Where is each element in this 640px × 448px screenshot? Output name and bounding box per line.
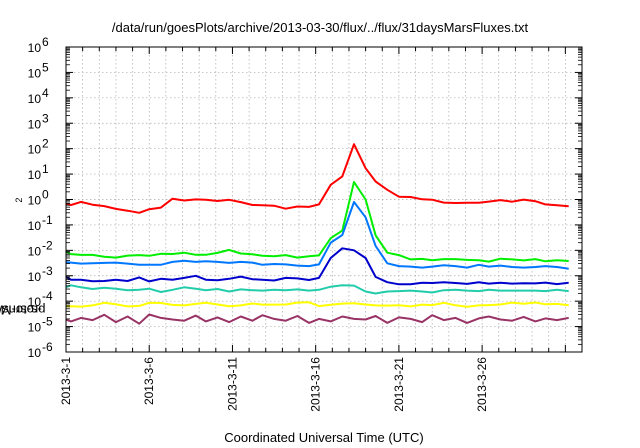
y-tick-exponent: 5: [42, 60, 49, 74]
y-tick-label: 10: [28, 194, 42, 208]
y-tick-label: 10: [28, 92, 42, 106]
y-tick-label: 10: [28, 66, 42, 80]
y-tick-exponent: -4: [42, 289, 53, 303]
series-line-1: [66, 143, 569, 214]
x-axis-label: Coordinated Universal Time (UTC): [224, 430, 424, 445]
x-tick-label: 2013-3-26: [475, 357, 489, 412]
series-line-5: [66, 284, 569, 295]
x-tick-label: 2013-3-16: [309, 357, 323, 412]
y-tick-label: 10: [28, 41, 42, 55]
y-tick-exponent: -3: [42, 264, 53, 278]
series-layer: [66, 143, 569, 325]
x-tick-label: 2013-3-21: [392, 357, 406, 412]
y-tick-label: 10: [28, 244, 42, 258]
y-tick-exponent: -5: [42, 315, 53, 329]
y-tick-exponent: 6: [42, 35, 49, 49]
y-tick-label: 10: [28, 321, 42, 335]
series-line-7: [66, 313, 569, 325]
series-line-2: [66, 181, 569, 263]
chart-title: /data/run/goesPlots/archive/2013-03-30/f…: [111, 20, 529, 35]
y-tick-exponent: 1: [42, 162, 49, 176]
y-tick-exponent: 0: [42, 188, 49, 202]
y-tick-label: 10: [28, 117, 42, 131]
y-tick-exponent: -1: [42, 213, 53, 227]
y-tick-label: 10: [28, 270, 42, 284]
series-line-4: [66, 247, 569, 286]
y-tick-label: 10: [28, 295, 42, 309]
y-tick-exponent: -6: [42, 340, 53, 354]
y-tick-label: 10: [28, 346, 42, 360]
ticks: [65, 46, 582, 353]
x-tick-label: 2013-3-1: [59, 357, 73, 405]
y-tick-exponent: 3: [42, 111, 49, 125]
x-tick-label: 2013-3-11: [225, 357, 239, 411]
y-tick-exponent: 2: [42, 137, 49, 151]
series-line-6: [66, 301, 569, 308]
x-tick-label: 2013-3-6: [142, 357, 156, 405]
y-tick-label: 10: [28, 219, 42, 233]
series-line-3: [66, 201, 569, 270]
y-tick-label: 10: [28, 143, 42, 157]
y-tick-exponent: 4: [42, 86, 49, 100]
y-tick-exponent: -2: [42, 238, 53, 252]
y-tick-label: 10: [28, 168, 42, 182]
